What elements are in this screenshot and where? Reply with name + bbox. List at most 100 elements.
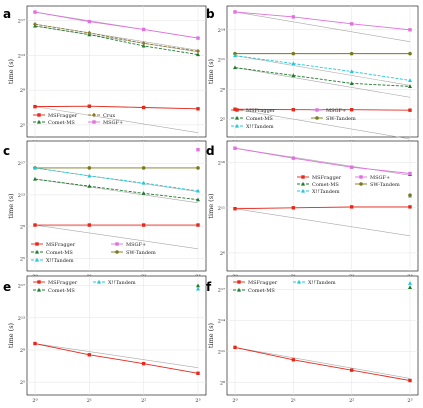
legend-marker <box>235 108 239 112</box>
y-tick-label: 2¹¹ <box>218 206 225 212</box>
data-point <box>233 53 237 58</box>
x-tick-label: 2³ <box>407 398 412 404</box>
data-point <box>196 197 200 202</box>
data-point <box>33 10 37 14</box>
legend-label: X!!Tandem <box>312 189 340 195</box>
data-point <box>141 180 146 185</box>
panel-a: 2⁰2¹2²2³2¹⁷2¹³2⁹2⁵parallel nodestime (s)… <box>3 5 207 153</box>
series-line <box>234 11 411 31</box>
x-tick-label: 2⁰ <box>32 398 37 404</box>
data-point <box>291 358 296 362</box>
data-point <box>291 51 296 56</box>
y-tick-label: 2¹³ <box>18 316 25 322</box>
data-point <box>141 223 146 227</box>
legend-label: MSFragger <box>46 242 76 248</box>
series-line <box>34 25 199 56</box>
series-line <box>234 346 411 381</box>
data-point <box>349 205 354 209</box>
panel-c: 2⁰2¹2²2³2¹⁷2¹³2⁹2⁵parallel nodestime (s)… <box>3 140 207 287</box>
x-tick-label: 2⁰ <box>232 398 237 404</box>
legend-marker <box>92 112 96 118</box>
data-point <box>196 52 200 57</box>
data-point <box>87 19 92 24</box>
ideal-scaling-line <box>34 106 199 133</box>
data-point <box>141 166 146 170</box>
y-axis-label: time (s) <box>7 322 15 348</box>
legend: MSFragger MSGF+ Comet-MS SW-Tandem X!!Tandem <box>31 242 156 264</box>
data-point <box>291 108 296 112</box>
legend: MSFragger Crux Comet-MS MSGF+ <box>33 112 123 126</box>
data-point <box>141 41 146 46</box>
y-tick-label: 2⁹ <box>20 348 25 354</box>
y-axis-label: time (s) <box>7 58 15 84</box>
panel-label: b <box>206 7 215 21</box>
legend-marker <box>37 119 41 124</box>
plot-frame <box>26 275 207 396</box>
ideal-scaling-line <box>234 11 411 43</box>
legend: MSFragger X!!Tandem Comet-MS <box>233 279 336 294</box>
data-point <box>233 146 237 150</box>
y-tick-label: 2⁹ <box>20 88 25 94</box>
data-point <box>33 341 37 346</box>
x-tick-label: 2² <box>141 398 146 404</box>
data-point <box>233 107 237 111</box>
y-axis-label: time (s) <box>207 322 215 348</box>
y-axis-label: time (s) <box>207 193 215 219</box>
legend-label: X!!Tandem <box>308 280 336 286</box>
data-point <box>87 183 92 188</box>
data-point <box>141 191 146 195</box>
legend-label: MSFragger <box>312 175 342 181</box>
legend: MSFragger MSGF+ Comet-MS SW-Tandem X!!Tandem <box>297 175 400 195</box>
data-point <box>291 15 296 19</box>
legend-marker <box>97 279 101 284</box>
data-point <box>33 22 37 27</box>
series-line <box>34 23 199 52</box>
legend-marker <box>315 116 319 120</box>
data-point <box>233 10 237 14</box>
legend-marker <box>237 280 241 284</box>
plot-frame <box>26 140 207 272</box>
data-point <box>349 81 354 86</box>
data-point <box>349 108 354 112</box>
data-point <box>196 166 200 170</box>
x-tick-label: 2² <box>349 398 354 404</box>
legend-marker <box>301 181 305 186</box>
y-tick-label: 2¹¹ <box>218 58 225 64</box>
y-tick-label: 2¹⁴ <box>218 28 225 34</box>
ideal-scaling-line <box>234 55 411 86</box>
data-point <box>196 107 200 111</box>
y-tick-label: 2⁶ <box>220 251 225 257</box>
series-line <box>34 343 199 374</box>
legend-marker <box>115 242 119 246</box>
legend-marker <box>301 188 305 193</box>
data-point <box>196 148 200 152</box>
data-point <box>141 43 146 48</box>
y-tick-label: 2⁵ <box>20 256 25 262</box>
data-point <box>87 173 92 178</box>
legend-label: X!!Tandem <box>108 280 136 286</box>
data-point <box>291 156 296 160</box>
data-point <box>233 345 237 350</box>
x-tick-label: 2¹ <box>87 398 92 404</box>
data-point <box>408 205 412 209</box>
legend-marker <box>35 242 39 246</box>
legend-label: MSFragger <box>48 113 78 119</box>
data-point <box>408 51 412 56</box>
y-tick-label: 2¹⁷ <box>18 161 25 167</box>
legend-marker <box>35 257 39 262</box>
ideal-scaling-line <box>34 224 199 250</box>
data-point <box>141 361 146 366</box>
data-point <box>33 223 37 227</box>
panel-label: d <box>206 144 215 158</box>
data-point <box>87 223 92 227</box>
legend-marker <box>35 249 39 254</box>
data-point <box>408 281 412 285</box>
data-point <box>349 165 354 169</box>
legend-label: MSFragger <box>48 280 78 286</box>
legend-label: Comet-MS <box>248 288 275 294</box>
data-point <box>33 165 37 170</box>
legend-label: SW-Tandem <box>370 182 400 188</box>
legend-marker <box>235 115 239 120</box>
